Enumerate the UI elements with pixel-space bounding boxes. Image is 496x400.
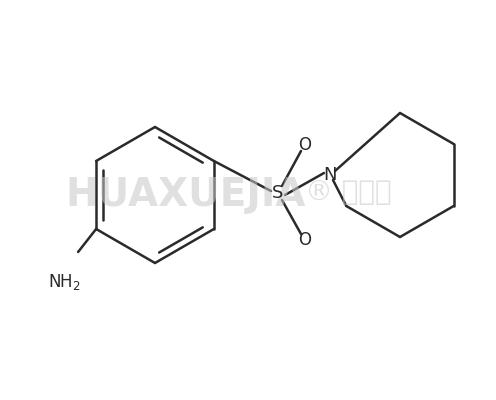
Text: O: O [299,231,311,249]
Text: ® 化学加: ® 化学加 [305,178,392,206]
Text: NH$_2$: NH$_2$ [48,272,80,292]
Text: N: N [323,166,337,184]
Text: HUAXUEJIA: HUAXUEJIA [65,176,306,214]
Text: S: S [272,184,284,202]
Text: O: O [299,136,311,154]
